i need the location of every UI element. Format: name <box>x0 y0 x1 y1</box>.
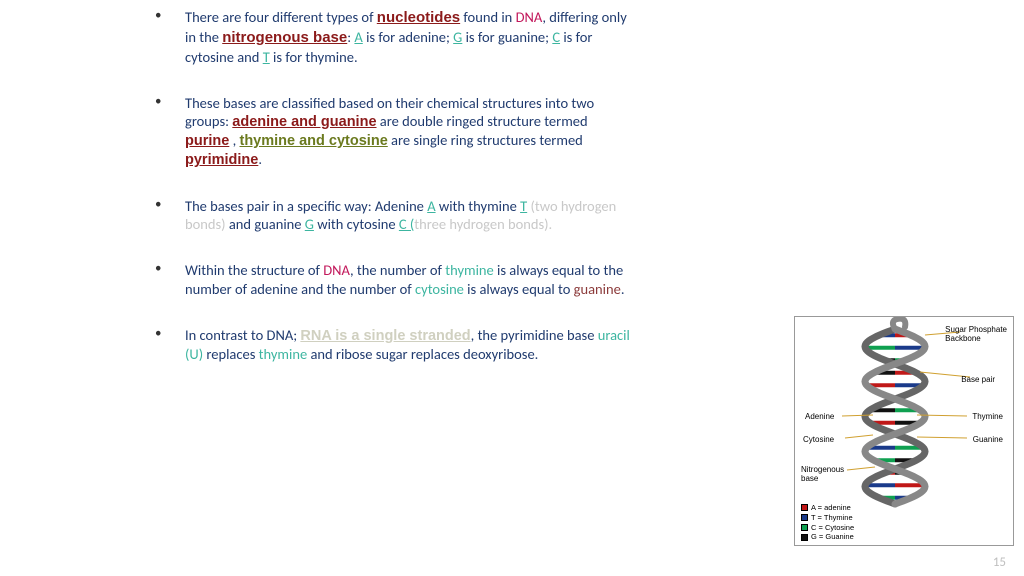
legend-color-box <box>801 524 808 531</box>
legend-row: G = Guanine <box>801 532 854 542</box>
bullet-marker: • <box>155 94 185 170</box>
bullet-item: •In contrast to DNA; RNA is a single str… <box>155 326 635 363</box>
legend-row: C = Cytosine <box>801 523 854 533</box>
callout-guanine: Guanine <box>973 435 1003 444</box>
callout-adenine: Adenine <box>805 412 834 421</box>
bullet-text: Within the structure of DNA, the number … <box>185 261 635 297</box>
legend-label: C = Cytosine <box>811 523 854 533</box>
legend-color-box <box>801 504 808 511</box>
legend-row: A = adenine <box>801 503 854 513</box>
legend-label: G = Guanine <box>811 532 854 542</box>
figure-legend: A = adenineT = ThymineC = CytosineG = Gu… <box>801 503 854 542</box>
legend-color-box <box>801 514 808 521</box>
bullet-marker: • <box>155 261 185 297</box>
bullet-text: The bases pair in a specific way: Adenin… <box>185 197 635 233</box>
legend-color-box <box>801 534 808 541</box>
bullet-marker: • <box>155 326 185 363</box>
bullet-item: •There are four different types of nucle… <box>155 8 635 66</box>
callout-sugar-phosphate: Sugar Phosphate Backbone <box>945 325 1007 343</box>
bullet-text: In contrast to DNA; RNA is a single stra… <box>185 326 635 363</box>
bullet-marker: • <box>155 8 185 66</box>
bullet-item: •Within the structure of DNA, the number… <box>155 261 635 297</box>
bullet-list: •There are four different types of nucle… <box>155 8 635 391</box>
bullet-item: •The bases pair in a specific way: Adeni… <box>155 197 635 233</box>
callout-cytosine: Cytosine <box>803 435 834 444</box>
callout-thymine: Thymine <box>972 412 1003 421</box>
legend-label: A = adenine <box>811 503 851 513</box>
legend-row: T = Thymine <box>801 513 854 523</box>
page-number: 15 <box>993 555 1006 570</box>
bullet-marker: • <box>155 197 185 233</box>
bullet-item: •These bases are classified based on the… <box>155 94 635 170</box>
legend-label: T = Thymine <box>811 513 853 523</box>
callout-nitrogenous: Nitrogenous base <box>801 465 844 483</box>
bullet-text: These bases are classified based on thei… <box>185 94 635 170</box>
dna-helix-figure: Sugar Phosphate Backbone Base pair Adeni… <box>794 316 1014 546</box>
callout-base-pair: Base pair <box>961 375 995 384</box>
bullet-text: There are four different types of nucleo… <box>185 8 635 66</box>
